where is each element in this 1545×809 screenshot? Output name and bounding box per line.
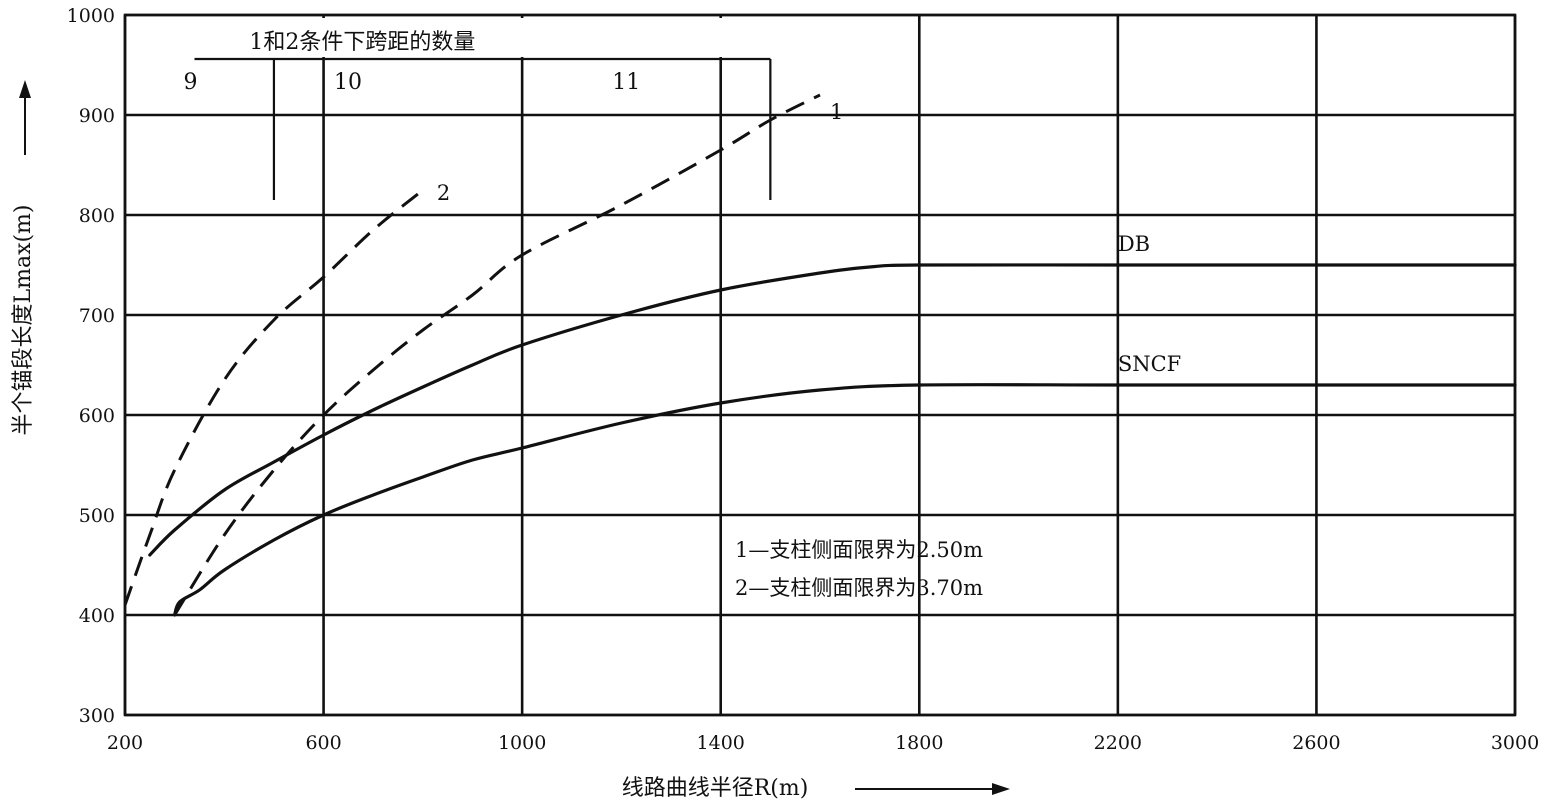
x-tick-label: 3000 [1491, 732, 1539, 754]
plot-frame [123, 13, 1517, 717]
bracket-title: 1和2条件下跨距的数量 [249, 30, 475, 55]
y-tick-label: 800 [79, 205, 115, 227]
series-layer: DB SNCF 1 2 [123, 93, 1517, 617]
span-count-bracket: 1和2条件下跨距的数量 9 10 11 [184, 18, 775, 200]
tick-labels: 200 600 1000 1400 1800 2200 2600 30003004005006… [67, 5, 1540, 754]
y-axis-title: 半个锚段长度Lmax(m) [11, 204, 36, 435]
bracket-group-label: 9 [184, 70, 198, 95]
series-label-sncf: SNCF [1118, 352, 1181, 376]
x-axis-arrowhead [992, 783, 1010, 795]
y-axis-arrowhead [19, 80, 31, 98]
series-line-2 [123, 188, 424, 606]
x-tick-label: 1000 [498, 732, 546, 754]
y-tick-label: 1000 [67, 5, 115, 27]
x-axis-title: 线路曲线半径R(m) [622, 776, 809, 801]
y-tick-label: 400 [79, 605, 115, 627]
series-line-sncf [173, 383, 1517, 617]
bracket-backdrop [190, 18, 775, 57]
x-tick-label: 2200 [1094, 732, 1142, 754]
x-tick-label: 1400 [697, 732, 745, 754]
bracket-group-label: 11 [612, 70, 640, 95]
legend-entry-2: 2—支柱侧面限界为3.70m [735, 576, 983, 600]
y-tick-label: 600 [79, 405, 115, 427]
x-tick-label: 600 [305, 732, 341, 754]
series-line-db [148, 263, 1517, 557]
series-line-1 [173, 93, 821, 616]
series-label-1: 1 [830, 100, 843, 124]
y-tick-label: 500 [79, 505, 115, 527]
x-tick-label: 2600 [1292, 732, 1340, 754]
legend-entry-1: 1—支柱侧面限界为2.50m [735, 538, 983, 562]
y-tick-label: 700 [79, 305, 115, 327]
series-label-db: DB [1118, 232, 1150, 256]
bracket-group-label: 10 [334, 70, 362, 95]
series-label-2: 2 [437, 181, 450, 205]
x-tick-label: 1800 [895, 732, 943, 754]
grid [123, 13, 1517, 717]
y-tick-label: 300 [79, 705, 115, 727]
x-tick-label: 200 [107, 732, 143, 754]
y-tick-label: 900 [79, 105, 115, 127]
